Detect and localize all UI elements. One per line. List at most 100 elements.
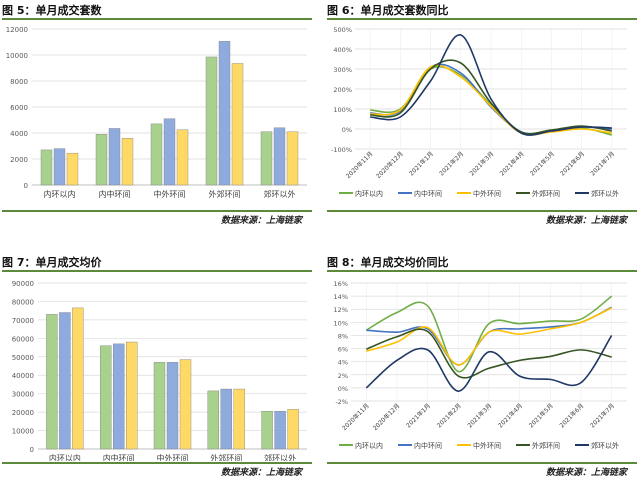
legend-label: 外郊环间 (532, 441, 560, 450)
y-tick-label: 6% (338, 346, 348, 354)
x-tick-label: 2021年7月 (588, 402, 616, 430)
x-tick-label: 内中环间 (99, 189, 131, 199)
x-tick-label: 2021年4月 (496, 402, 524, 430)
chart-panel-fig5: 图 5：单月成交套数 0 2000 4000 6000 8000 10000 12000 内环… (2, 2, 312, 230)
y-tick-label: 4000 (10, 130, 28, 138)
y-tick-label: 60000 (12, 335, 34, 343)
legend-label: 郊环以外 (591, 189, 619, 198)
bar (218, 41, 231, 186)
x-tick-label: 2021年3月 (468, 150, 496, 178)
x-tick-label: 2021年5月 (527, 402, 555, 430)
source-rule (327, 462, 637, 464)
chart-title: 图 8：单月成交均价同比 (327, 256, 449, 269)
y-tick-label: -2% (335, 398, 348, 406)
bar (53, 148, 66, 186)
series-line (370, 64, 612, 136)
y-tick-label: 200% (333, 86, 352, 94)
bar (233, 388, 246, 450)
series-line (370, 59, 613, 135)
bar (166, 362, 179, 450)
y-tick-label: 400% (333, 46, 352, 54)
y-tick-label: 12% (334, 306, 348, 314)
x-tick-label: 郊环以外 (264, 453, 296, 461)
bar (46, 314, 58, 450)
chart-panel-fig8: 图 8：单月成交均价同比 -2% 0% 2% 4% 6% 8% 10% 12% 14% 16% 20… (327, 254, 637, 481)
source-rule (327, 210, 637, 212)
y-tick-label: 0 (30, 446, 34, 454)
series-line (370, 34, 612, 136)
x-tick-label: 2021年3月 (466, 402, 494, 430)
line-chart-price-yoy: -2% 0% 2% 4% 6% 8% 10% 12% 14% 16% 2020年11月 2020年12… (334, 280, 627, 450)
bar (274, 410, 286, 450)
bar (112, 343, 125, 450)
bar (99, 345, 112, 450)
legend-label: 内环以内 (355, 189, 383, 198)
bar (150, 123, 163, 186)
chart-title: 图 5：单月成交套数 (2, 4, 102, 17)
bar (40, 149, 53, 186)
bar (121, 137, 134, 186)
x-tick-label: 外郊环间 (210, 453, 242, 461)
x-tick-label: 郊环以外 (264, 189, 296, 199)
y-tick-label: 8000 (10, 78, 28, 86)
title-rule (2, 18, 312, 20)
source-note: 数据来源：上海链家 (545, 216, 627, 226)
chart-panel-fig7: 图 7：单月成交均价 0 10000 20000 30000 40000 50000 600… (2, 254, 312, 481)
x-tick-label: 2021年2月 (435, 402, 463, 430)
legend-label: 郊环以外 (591, 441, 619, 450)
title-rule (327, 18, 637, 20)
source-rule (2, 210, 312, 212)
bar (287, 409, 299, 450)
x-tick-label: 中外环间 (154, 189, 186, 199)
y-tick-label: 14% (334, 293, 348, 301)
y-tick-label: 80000 (12, 298, 34, 306)
x-tick-label: 2021年2月 (438, 150, 466, 178)
x-tick-label: 2021年4月 (498, 150, 526, 178)
bar (95, 134, 108, 186)
x-tick-label: 外郊环间 (209, 189, 241, 199)
x-tick-label: 2021年6月 (558, 402, 586, 430)
bar-chart-units: 0 2000 4000 6000 8000 10000 12000 内环以内 内中环间 中外环间 外… (6, 26, 307, 199)
bar (72, 307, 84, 450)
y-tick-label: 10000 (6, 52, 28, 60)
source-rule (2, 462, 312, 464)
series-line (365, 295, 613, 373)
x-tick-label: 内中环间 (103, 453, 135, 461)
bar (220, 388, 233, 450)
y-tick-label: 90000 (12, 280, 34, 288)
y-tick-label: 40000 (12, 372, 34, 380)
x-tick-label: 内环以内 (49, 453, 81, 461)
y-tick-label: 2% (338, 372, 348, 380)
y-tick-label: 0 (24, 182, 28, 190)
x-tick-label: 2021年6月 (558, 150, 586, 178)
legend-label: 内中环间 (414, 189, 442, 198)
bar-chart-price: 0 10000 20000 30000 40000 50000 60000 70000 8000… (12, 280, 307, 461)
bar (153, 362, 166, 450)
y-tick-label: 500% (333, 26, 352, 34)
x-tick-label: 2020年11月 (344, 150, 374, 180)
y-tick-label: 50000 (12, 354, 34, 362)
source-note: 数据来源：上海链家 (220, 216, 302, 226)
bar (273, 127, 286, 186)
y-tick-label: 6000 (10, 104, 28, 112)
y-tick-label: 10% (334, 319, 348, 327)
y-tick-label: 100% (333, 106, 352, 114)
bar (176, 129, 189, 186)
y-tick-label: 30000 (12, 391, 34, 399)
legend-label: 外郊环间 (532, 189, 560, 198)
bar (286, 131, 299, 186)
bar (66, 152, 79, 186)
bar (125, 341, 138, 450)
x-tick-label: 2021年7月 (589, 150, 617, 178)
y-tick-label: 8% (338, 332, 348, 340)
source-note: 数据来源：上海链家 (545, 468, 627, 478)
x-tick-label: 2020年12月 (374, 150, 404, 180)
x-tick-label: 2021年1月 (404, 402, 432, 430)
bar (108, 128, 121, 186)
x-tick-label: 2020年11月 (340, 402, 370, 432)
x-tick-label: 2021年5月 (528, 150, 556, 178)
y-tick-label: 2000 (10, 156, 28, 164)
legend-label: 中外环间 (473, 189, 501, 198)
line-chart-units-yoy: -100% 0% 100% 200% 300% 400% 500% 2020年11月 2020年… (331, 26, 627, 198)
bar (261, 410, 273, 450)
